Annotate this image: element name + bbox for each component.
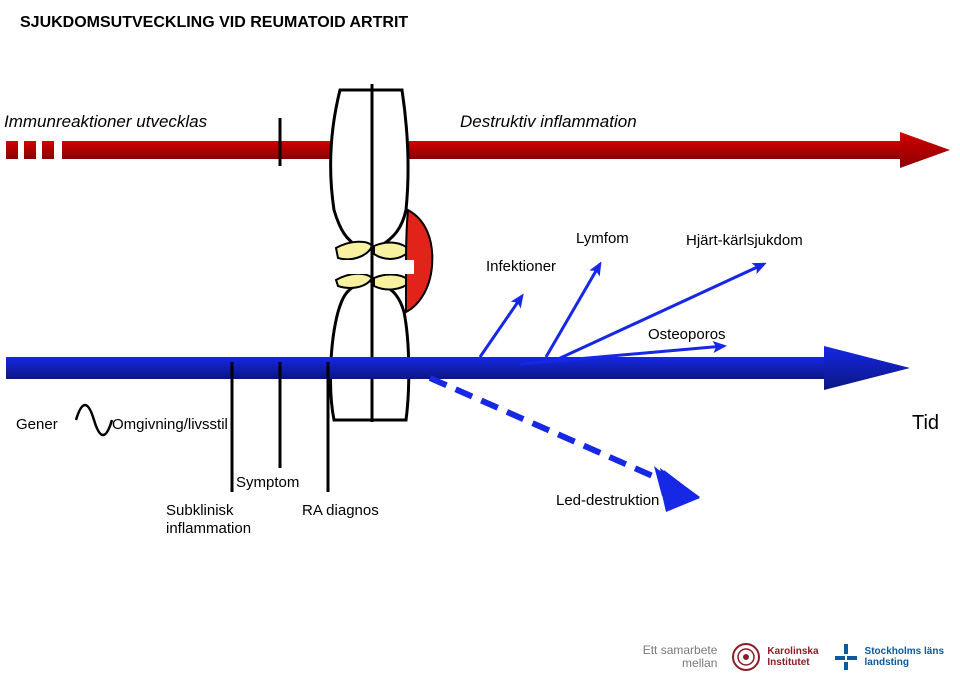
dashed-arrow-head [656,468,700,512]
diagram-svg [0,0,960,680]
label-gener: Gener [16,416,58,433]
label-radiag: RA diagnos [302,502,379,519]
blue-timeline-arrow [6,346,910,390]
footer-line2: mellan [643,657,718,670]
blue-dashed-leddestruktion [430,378,700,508]
label-tid: Tid [912,412,939,435]
label-lymfom: Lymfom [576,230,629,247]
label-subklin2: inflammation [166,520,251,537]
label-symptom: Symptom [236,474,299,491]
logo-ki: KarolinskaInstitutet [731,642,818,672]
blue-branch-arrows [480,264,764,364]
sll-icon [833,642,859,672]
footer-text: Ett samarbete mellan [643,644,718,669]
label-infektioner: Infektioner [486,258,556,275]
label-omgiv: Omgivning/livsstil [112,416,228,433]
label-hks: Hjärt-kärlsjukdom [686,232,803,249]
timeline-markers [232,362,328,492]
logo-sll: Stockholms länslandsting [833,642,944,672]
ki-seal-icon [731,642,761,672]
sll-text: Stockholms länslandsting [865,646,944,668]
ki-text: KarolinskaInstitutet [767,646,818,668]
label-destruktiv: Destruktiv inflammation [460,112,637,132]
footer: Ett samarbete mellan KarolinskaInstitute… [643,642,944,672]
diagram-stage: { "title": { "text": "SJUKDOMSUTVECKLING… [0,0,960,680]
label-subklin1: Subklinisk [166,502,234,519]
label-leddest: Led-destruktion [556,492,659,509]
label-osteoporos: Osteoporos [648,326,726,343]
red-arrow [6,132,950,168]
divider-mark [76,405,112,435]
label-immun: Immunreaktioner utvecklas [4,112,207,132]
